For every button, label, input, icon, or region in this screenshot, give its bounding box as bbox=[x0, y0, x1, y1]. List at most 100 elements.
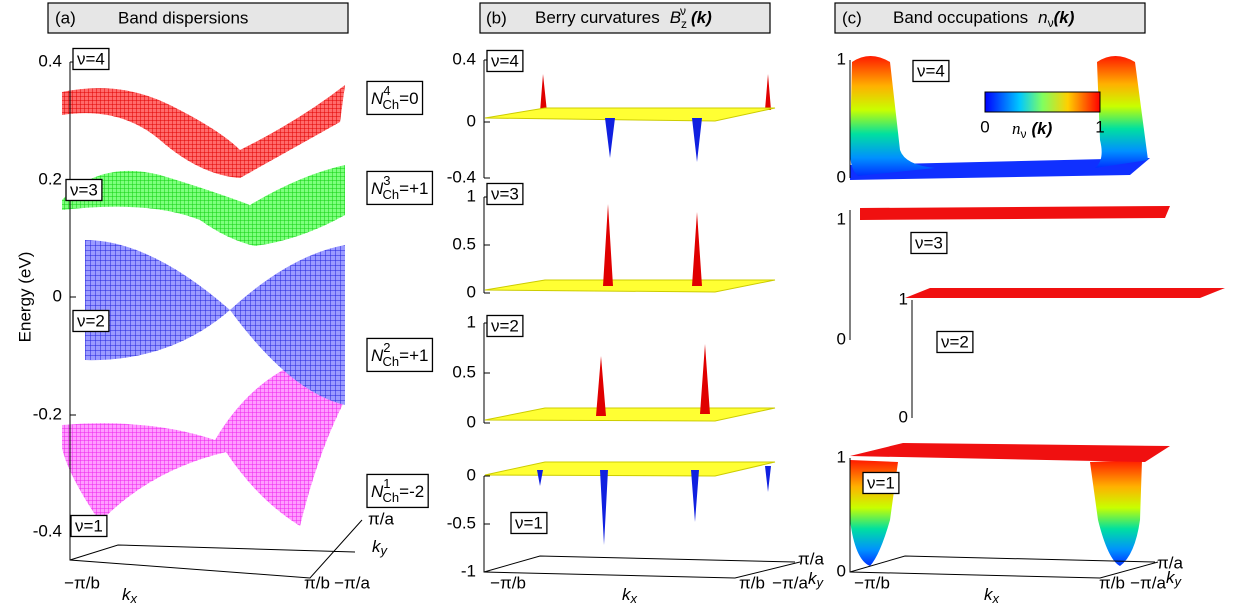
y-tick-label: 0.4 bbox=[38, 51, 62, 70]
y-axis-label: ky bbox=[808, 569, 825, 590]
colorbar bbox=[984, 91, 1101, 113]
axis-line bbox=[483, 60, 801, 579]
y-min: −π/a bbox=[334, 573, 370, 592]
band-4-surface bbox=[62, 85, 345, 178]
x-max: π/b bbox=[1099, 573, 1125, 592]
colorbar-max: 1 bbox=[1095, 117, 1104, 136]
y-tick-label: 0 bbox=[467, 111, 476, 130]
title-text: Band occupations bbox=[893, 8, 1028, 27]
subscript: Ch bbox=[383, 187, 400, 202]
panel-title: Band dispersions bbox=[118, 8, 248, 27]
spike bbox=[603, 204, 702, 286]
y-max: π/a bbox=[1157, 553, 1183, 572]
y-tick-label: 0 bbox=[899, 407, 908, 426]
y-tick-label: -0.4 bbox=[33, 521, 62, 540]
label-box bbox=[486, 314, 524, 338]
y-min: −π/a bbox=[1130, 573, 1166, 592]
y-tick-label: 0.4 bbox=[452, 49, 476, 68]
panel-label: (a) bbox=[55, 8, 76, 27]
symbol: n bbox=[1012, 119, 1021, 138]
axis-line bbox=[849, 60, 1159, 579]
y-tick-label: 1 bbox=[837, 49, 846, 68]
subscript: ν bbox=[1048, 16, 1054, 30]
band-label: ν=1 bbox=[515, 513, 543, 532]
superscript: 4 bbox=[383, 83, 390, 98]
plane bbox=[484, 407, 776, 422]
argument: (k) bbox=[1054, 8, 1075, 27]
symbol: N bbox=[371, 346, 384, 365]
label-box bbox=[366, 337, 434, 373]
subscript: z bbox=[681, 17, 687, 31]
y-tick-label: 0 bbox=[837, 167, 846, 186]
y-tick-label: 1 bbox=[467, 186, 476, 205]
y-tick-label: 0.5 bbox=[452, 234, 476, 253]
symbol: N bbox=[371, 89, 384, 108]
y-tick-label: 0 bbox=[837, 561, 846, 580]
title-text: Berry curvatures bbox=[535, 8, 660, 27]
subscript: y bbox=[1174, 574, 1183, 589]
x-min: −π/b bbox=[490, 573, 526, 592]
y-axis-label: ky bbox=[372, 537, 389, 558]
label-box bbox=[366, 170, 434, 206]
plane bbox=[484, 107, 776, 122]
colorbar-label: nν (k) bbox=[1012, 119, 1053, 141]
y-tick-label: 1 bbox=[837, 209, 846, 228]
subscript: y bbox=[816, 575, 825, 590]
argument: (k) bbox=[1032, 119, 1053, 138]
symbol: k bbox=[984, 585, 994, 604]
x-axis-label: kx bbox=[622, 585, 638, 606]
y-tick-label: -0.4 bbox=[447, 167, 476, 186]
subscript: ν bbox=[1021, 127, 1027, 141]
y-tick-label: 0 bbox=[53, 286, 62, 305]
label-box bbox=[366, 80, 424, 116]
argument: (k) bbox=[691, 8, 712, 27]
label-box bbox=[486, 182, 524, 206]
plane bbox=[850, 443, 1170, 462]
axis-line bbox=[69, 62, 363, 579]
label-box bbox=[936, 330, 974, 354]
symbol: k bbox=[622, 585, 632, 604]
berry-surfaces bbox=[483, 60, 801, 579]
band-3-surface bbox=[62, 165, 345, 246]
band-label: ν=2 bbox=[491, 316, 519, 335]
title-box bbox=[47, 2, 349, 34]
y-tick-label: 0 bbox=[467, 465, 476, 484]
y-max: π/a bbox=[368, 509, 394, 528]
value: =0 bbox=[399, 89, 418, 108]
x-axis-label: kx bbox=[122, 585, 138, 606]
value: =+1 bbox=[399, 346, 428, 365]
wall bbox=[850, 460, 1142, 566]
superscript: 1 bbox=[383, 476, 390, 491]
x-min: −π/b bbox=[854, 573, 890, 592]
subscript: x bbox=[992, 591, 1000, 606]
y-tick-label: 0 bbox=[467, 282, 476, 301]
band-label: ν=4 bbox=[77, 49, 105, 68]
x-axis-label: kx bbox=[984, 585, 1000, 606]
panel-title: Berry curvatures Bzν (k) bbox=[535, 4, 712, 31]
occupation-surfaces bbox=[849, 56, 1225, 579]
y-max: π/a bbox=[798, 549, 824, 568]
colorbar-min: 0 bbox=[980, 117, 989, 136]
title-box bbox=[834, 2, 1146, 34]
symbol: B bbox=[670, 8, 681, 27]
x-min: −π/b bbox=[64, 573, 100, 592]
chern-number: N1 Ch=-2 bbox=[371, 476, 424, 505]
superscript: ν bbox=[680, 4, 686, 18]
symbol: k bbox=[122, 585, 132, 604]
band-surfaces bbox=[62, 85, 345, 526]
symbol: k bbox=[808, 569, 818, 588]
chern-number: N2 Ch=+1 bbox=[371, 340, 428, 369]
band-label: ν=1 bbox=[75, 516, 103, 535]
y-tick-label: 0.2 bbox=[38, 169, 62, 188]
symbol: k bbox=[372, 537, 382, 556]
label-box bbox=[510, 511, 548, 535]
y-tick-label: -1 bbox=[461, 561, 476, 580]
band-label: ν=1 bbox=[867, 473, 895, 492]
plane bbox=[484, 461, 776, 477]
spike bbox=[540, 74, 771, 112]
x-max: π/b bbox=[739, 573, 765, 592]
y-tick-label: 0 bbox=[467, 412, 476, 431]
y-tick-label: 0.5 bbox=[452, 362, 476, 381]
